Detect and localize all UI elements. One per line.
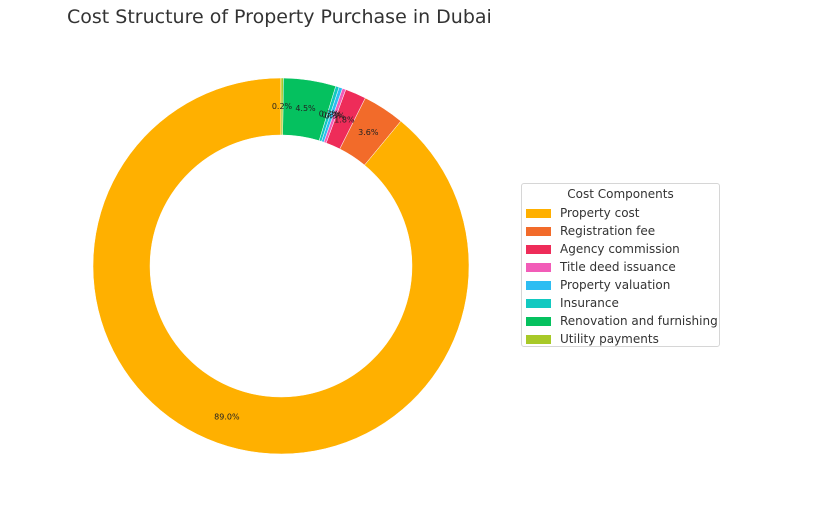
legend-label: Agency commission	[560, 242, 680, 256]
legend-swatch	[526, 316, 551, 326]
slice-label: 0.3%	[319, 110, 340, 119]
legend-label: Renovation and furnishing	[560, 314, 718, 328]
legend-title: Cost Components	[567, 187, 674, 201]
slice-label: 3.6%	[358, 128, 379, 137]
legend-label: Registration fee	[560, 224, 656, 238]
legend-item: Property cost	[522, 204, 719, 222]
legend-item: Utility payments	[522, 330, 719, 348]
legend-item: Title deed issuance	[522, 258, 719, 276]
slice-label: 1.8%	[334, 115, 355, 124]
donut-slices	[92, 77, 470, 455]
legend-label: Insurance	[560, 296, 619, 310]
legend-item: Insurance	[522, 294, 719, 312]
legend-swatch	[526, 280, 551, 290]
slice-label: 0.3%	[322, 110, 343, 119]
slice-property-cost	[92, 77, 470, 455]
legend-label: Property valuation	[560, 278, 671, 292]
legend-item: Registration fee	[522, 222, 719, 240]
legend-swatch	[526, 334, 551, 344]
legend-swatch	[526, 298, 551, 308]
chart-title: Cost Structure of Property Purchase in D…	[67, 6, 492, 28]
legend-item: Agency commission	[522, 240, 719, 258]
legend-label: Title deed issuance	[560, 260, 676, 274]
legend-label: Property cost	[560, 206, 640, 220]
slice-utility-payments	[280, 77, 284, 136]
slice-label: 0.2%	[272, 102, 293, 111]
legend-swatch	[526, 226, 551, 236]
legend-swatch	[526, 262, 551, 272]
slice-labels: 89.0%3.6%1.8%0.3%0.3%0.3%4.5%0.2%	[214, 102, 379, 421]
slice-label: 4.5%	[295, 104, 316, 113]
legend-item: Property valuation	[522, 276, 719, 294]
legend: Cost Components Property cost Registrati…	[521, 183, 720, 347]
slice-label: 89.0%	[214, 412, 240, 421]
legend-swatch	[526, 208, 551, 218]
slice-label: 0.3%	[324, 111, 345, 120]
legend-label: Utility payments	[560, 332, 659, 346]
legend-item: Renovation and furnishing	[522, 312, 719, 330]
legend-swatch	[526, 244, 551, 254]
